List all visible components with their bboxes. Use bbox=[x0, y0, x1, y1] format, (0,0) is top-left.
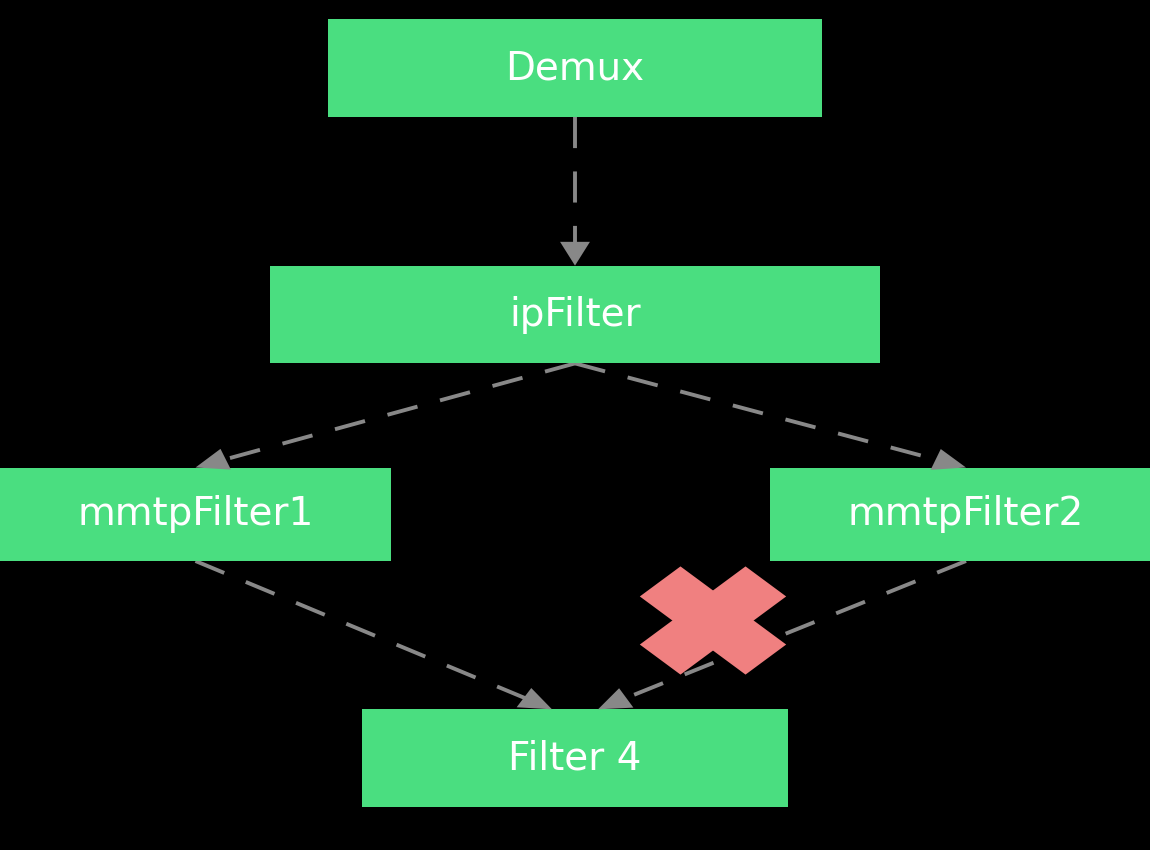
Text: mmtpFilter1: mmtpFilter1 bbox=[77, 496, 314, 533]
Bar bbox=[328, 20, 822, 117]
Bar bbox=[270, 266, 880, 364]
Text: ipFilter: ipFilter bbox=[509, 296, 641, 333]
Polygon shape bbox=[196, 449, 231, 469]
Text: Demux: Demux bbox=[506, 49, 644, 87]
Polygon shape bbox=[560, 241, 590, 266]
Bar bbox=[0, 468, 391, 561]
Polygon shape bbox=[516, 688, 552, 709]
Bar bbox=[770, 468, 1150, 561]
Polygon shape bbox=[598, 688, 634, 709]
Text: Filter 4: Filter 4 bbox=[508, 740, 642, 777]
Polygon shape bbox=[639, 566, 787, 675]
Polygon shape bbox=[930, 449, 966, 470]
Bar bbox=[362, 709, 788, 808]
Text: mmtpFilter2: mmtpFilter2 bbox=[848, 496, 1084, 533]
Polygon shape bbox=[639, 566, 787, 675]
